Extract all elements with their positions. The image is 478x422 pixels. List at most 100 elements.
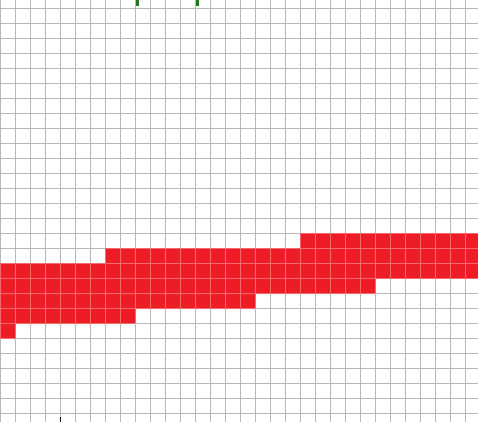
filled-cell[interactable] xyxy=(405,248,420,263)
filled-cell[interactable] xyxy=(285,263,300,278)
filled-cell[interactable] xyxy=(225,248,240,263)
filled-cell[interactable] xyxy=(240,278,255,293)
filled-cell[interactable] xyxy=(165,248,180,263)
filled-cell[interactable] xyxy=(75,278,90,293)
filled-cell[interactable] xyxy=(165,278,180,293)
filled-cell[interactable] xyxy=(105,263,120,278)
filled-cell[interactable] xyxy=(75,293,90,308)
filled-cell[interactable] xyxy=(300,278,315,293)
filled-cell[interactable] xyxy=(90,308,105,323)
filled-cell[interactable] xyxy=(420,248,435,263)
filled-cell[interactable] xyxy=(225,263,240,278)
filled-cell[interactable] xyxy=(150,248,165,263)
filled-cell[interactable] xyxy=(30,308,45,323)
filled-cell[interactable] xyxy=(465,263,478,278)
filled-cell[interactable] xyxy=(60,278,75,293)
filled-cell[interactable] xyxy=(225,278,240,293)
filled-cell[interactable] xyxy=(240,293,255,308)
filled-cell[interactable] xyxy=(450,233,465,248)
filled-cell[interactable] xyxy=(345,263,360,278)
filled-cell[interactable] xyxy=(255,278,270,293)
filled-cell[interactable] xyxy=(135,263,150,278)
filled-cell[interactable] xyxy=(435,233,450,248)
filled-cell[interactable] xyxy=(75,263,90,278)
filled-cell[interactable] xyxy=(180,248,195,263)
filled-cell[interactable] xyxy=(150,293,165,308)
filled-cell[interactable] xyxy=(0,323,15,338)
filled-cell[interactable] xyxy=(0,293,15,308)
filled-cell[interactable] xyxy=(240,248,255,263)
filled-cell[interactable] xyxy=(120,248,135,263)
filled-cell[interactable] xyxy=(195,263,210,278)
filled-cell[interactable] xyxy=(0,263,15,278)
filled-cell[interactable] xyxy=(195,278,210,293)
filled-cell[interactable] xyxy=(435,263,450,278)
filled-cell[interactable] xyxy=(390,248,405,263)
filled-cell[interactable] xyxy=(300,233,315,248)
filled-cell[interactable] xyxy=(30,263,45,278)
filled-cell[interactable] xyxy=(255,263,270,278)
filled-cell[interactable] xyxy=(150,278,165,293)
filled-cell[interactable] xyxy=(120,293,135,308)
filled-cell[interactable] xyxy=(45,308,60,323)
filled-cell[interactable] xyxy=(375,263,390,278)
filled-cell[interactable] xyxy=(105,248,120,263)
filled-cell[interactable] xyxy=(345,233,360,248)
filled-cell[interactable] xyxy=(0,308,15,323)
filled-cell[interactable] xyxy=(75,308,90,323)
filled-cell[interactable] xyxy=(300,263,315,278)
filled-cell[interactable] xyxy=(150,263,165,278)
filled-cell[interactable] xyxy=(105,278,120,293)
filled-cell[interactable] xyxy=(165,263,180,278)
filled-cell[interactable] xyxy=(315,233,330,248)
top-marker-left[interactable] xyxy=(136,0,139,6)
filled-cell[interactable] xyxy=(210,263,225,278)
filled-cell[interactable] xyxy=(300,248,315,263)
filled-cell[interactable] xyxy=(45,278,60,293)
filled-cell[interactable] xyxy=(285,248,300,263)
filled-cell[interactable] xyxy=(15,293,30,308)
filled-cell[interactable] xyxy=(360,233,375,248)
filled-cell[interactable] xyxy=(45,263,60,278)
filled-cell[interactable] xyxy=(30,278,45,293)
filled-cell[interactable] xyxy=(270,278,285,293)
filled-cell[interactable] xyxy=(120,278,135,293)
filled-cell[interactable] xyxy=(330,233,345,248)
filled-cell[interactable] xyxy=(135,293,150,308)
filled-cell[interactable] xyxy=(420,233,435,248)
filled-cell[interactable] xyxy=(405,233,420,248)
filled-cell[interactable] xyxy=(120,308,135,323)
filled-cell[interactable] xyxy=(270,263,285,278)
filled-cell[interactable] xyxy=(390,263,405,278)
filled-cell[interactable] xyxy=(180,293,195,308)
filled-cell[interactable] xyxy=(0,278,15,293)
filled-cell[interactable] xyxy=(135,248,150,263)
filled-cell[interactable] xyxy=(210,248,225,263)
filled-cell[interactable] xyxy=(105,293,120,308)
filled-cell[interactable] xyxy=(330,263,345,278)
filled-cell[interactable] xyxy=(90,263,105,278)
filled-cell[interactable] xyxy=(420,263,435,278)
filled-cell[interactable] xyxy=(270,248,285,263)
filled-cell[interactable] xyxy=(45,293,60,308)
filled-cell[interactable] xyxy=(210,293,225,308)
filled-cell[interactable] xyxy=(345,278,360,293)
filled-cell[interactable] xyxy=(315,263,330,278)
filled-cell[interactable] xyxy=(60,308,75,323)
filled-cell[interactable] xyxy=(375,248,390,263)
filled-cell[interactable] xyxy=(405,263,420,278)
filled-cell[interactable] xyxy=(255,248,270,263)
filled-cell[interactable] xyxy=(330,248,345,263)
filled-cell[interactable] xyxy=(15,278,30,293)
filled-cell[interactable] xyxy=(90,293,105,308)
filled-cell[interactable] xyxy=(135,278,150,293)
filled-cell[interactable] xyxy=(375,233,390,248)
filled-cell[interactable] xyxy=(165,293,180,308)
filled-cell[interactable] xyxy=(240,263,255,278)
filled-cell[interactable] xyxy=(15,263,30,278)
filled-cell[interactable] xyxy=(90,278,105,293)
filled-cell[interactable] xyxy=(60,293,75,308)
filled-cell[interactable] xyxy=(195,293,210,308)
filled-cell[interactable] xyxy=(210,278,225,293)
filled-cell[interactable] xyxy=(60,263,75,278)
